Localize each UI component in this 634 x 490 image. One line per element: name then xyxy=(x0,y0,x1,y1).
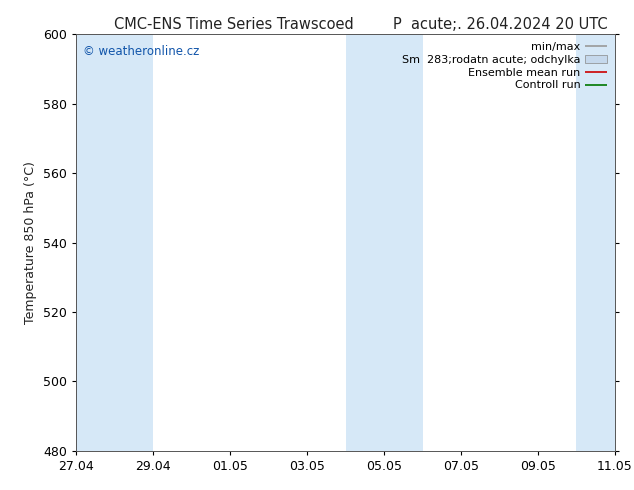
Bar xyxy=(76,34,115,451)
Bar xyxy=(576,34,615,451)
Text: CMC-ENS Time Series Trawscoed: CMC-ENS Time Series Trawscoed xyxy=(114,17,354,32)
Text: © weatheronline.cz: © weatheronline.cz xyxy=(82,45,199,58)
Text: P  acute;. 26.04.2024 20 UTC: P acute;. 26.04.2024 20 UTC xyxy=(393,17,608,32)
Y-axis label: Temperature 850 hPa (°C): Temperature 850 hPa (°C) xyxy=(25,161,37,324)
Bar xyxy=(115,34,153,451)
Legend: min/max, Sm  283;rodatn acute; odchylka, Ensemble mean run, Controll run: min/max, Sm 283;rodatn acute; odchylka, … xyxy=(400,40,609,93)
Bar xyxy=(346,34,422,451)
